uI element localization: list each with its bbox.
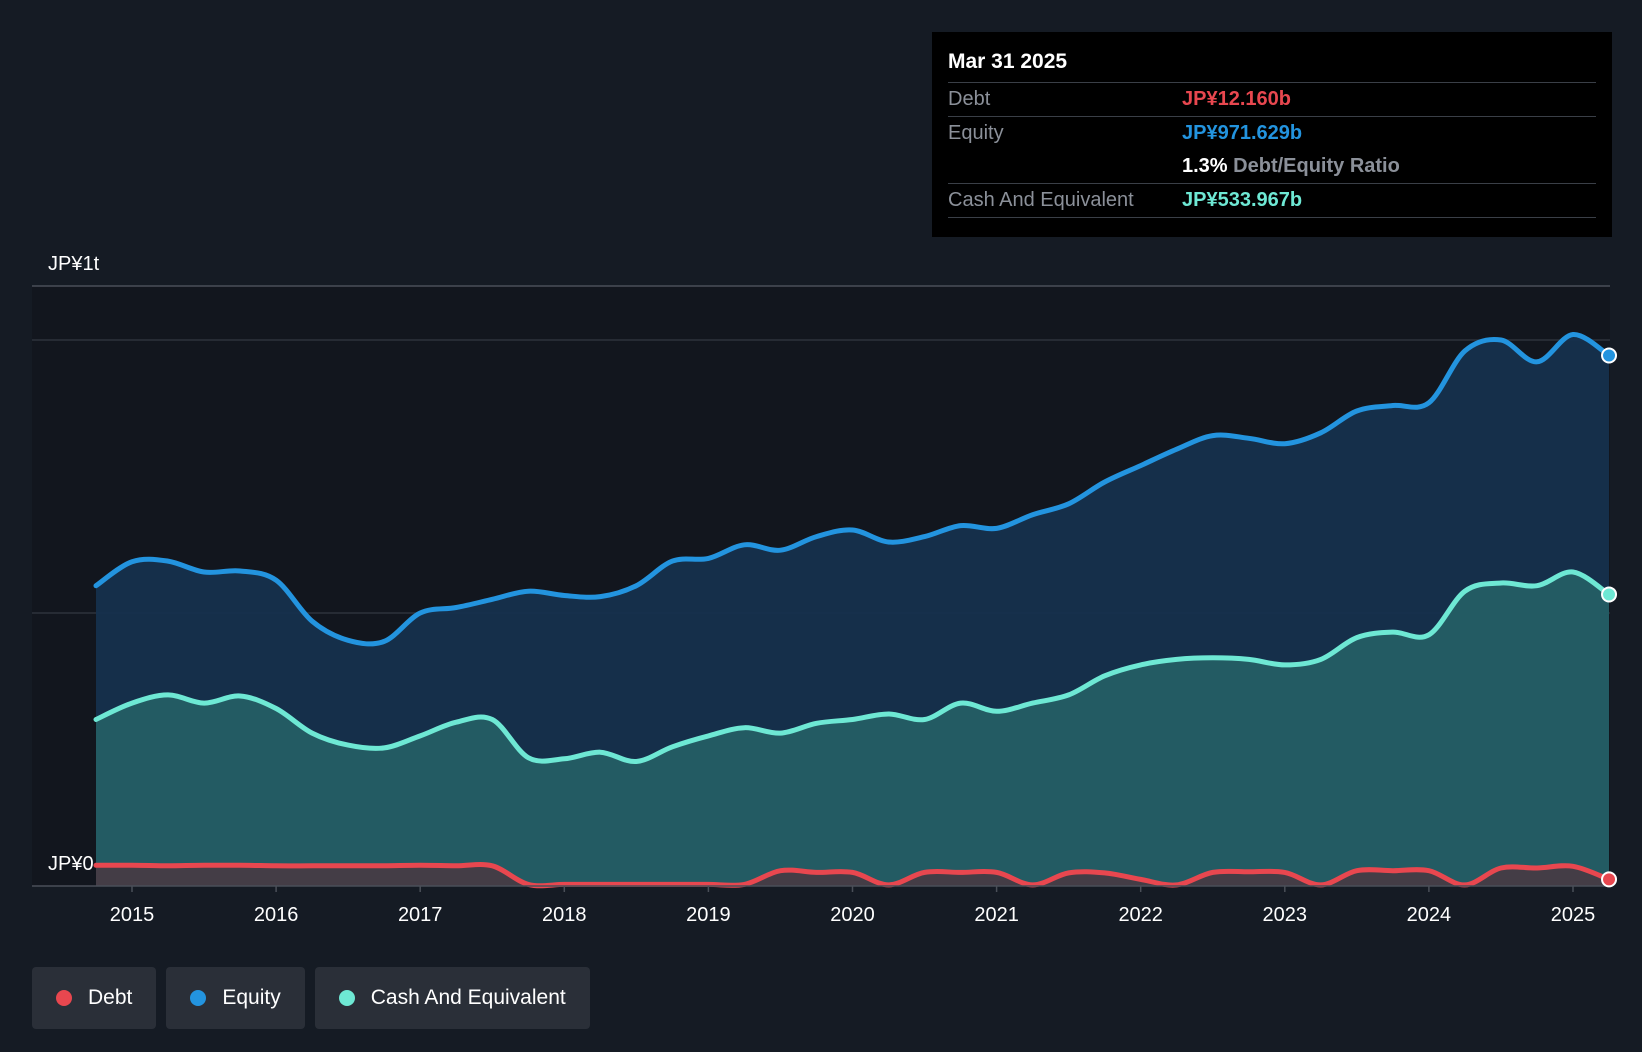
- legend-dot-cash-icon: [338, 990, 355, 1006]
- tooltip-equity-label: Equity: [948, 122, 1004, 144]
- x-tick-label-2020: 2020: [830, 904, 875, 926]
- x-tick-label-2016: 2016: [254, 904, 299, 926]
- endpoint-debt: [1601, 871, 1618, 888]
- legend-item-cash[interactable]: Cash And Equivalent: [314, 967, 590, 1029]
- tooltip-debt-label: Debt: [948, 88, 991, 110]
- line-equity: [93, 332, 1612, 647]
- x-tick-label-2019: 2019: [686, 904, 731, 926]
- x-tick-label-2022: 2022: [1118, 904, 1163, 926]
- endpoint-equity: [1601, 347, 1618, 364]
- legend-label-debt: Debt: [88, 986, 133, 1009]
- area-debt: [96, 864, 1609, 886]
- chart-legend: Debt Equity Cash And Equivalent: [32, 967, 590, 1029]
- x-axis-ticks: 2015 2016 2017 2018 2019 2020 2021 2022 2023 2024…: [110, 886, 1596, 926]
- tooltip-ratio-label: Debt/Equity Ratio: [1233, 155, 1400, 177]
- legend-dot-debt-icon: [56, 990, 72, 1006]
- tooltip-ratio-row: 1.3% Debt/Equity Ratio: [948, 150, 1596, 183]
- tooltip-cash-label: Cash And Equivalent: [948, 189, 1134, 211]
- x-tick-label-2023: 2023: [1263, 904, 1308, 926]
- legend-label-cash: Cash And Equivalent: [370, 986, 566, 1009]
- legend-item-equity[interactable]: Equity: [166, 967, 305, 1029]
- x-tick-label-2017: 2017: [398, 904, 443, 926]
- y-tick-label-top: JP¥1t: [48, 253, 100, 275]
- series-lines: [93, 332, 1612, 889]
- x-tick-label-2025: 2025: [1551, 904, 1596, 926]
- legend-label-equity: Equity: [222, 986, 281, 1009]
- legend-item-debt[interactable]: Debt: [32, 967, 157, 1029]
- tooltip-panel: Mar 31 2025 Debt JP¥12.160b Equity JP¥97…: [932, 32, 1612, 237]
- x-tick-label-2021: 2021: [974, 904, 1019, 926]
- tooltip-debt-row: Debt JP¥12.160b: [948, 82, 1596, 116]
- tooltip-cash-row: Cash And Equivalent JP¥533.967b: [948, 183, 1596, 218]
- area-cash-and-equivalent: [96, 571, 1609, 886]
- tooltip-equity-row: Equity JP¥971.629b: [948, 116, 1596, 150]
- y-tick-label-zero: JP¥0: [48, 853, 94, 875]
- series-endpoints: [1601, 347, 1618, 888]
- x-tick-label-2024: 2024: [1407, 904, 1452, 926]
- legend-dot-equity-icon: [190, 990, 207, 1006]
- line-cash-and-equivalent: [93, 569, 1612, 765]
- line-debt: [93, 861, 1612, 889]
- tooltip-ratio-value: 1.3%: [1182, 155, 1228, 177]
- tooltip-cash-value: JP¥533.967b: [1182, 189, 1303, 211]
- tooltip-equity-value: JP¥971.629b: [1182, 122, 1303, 144]
- x-tick-label-2018: 2018: [542, 904, 587, 926]
- endpoint-cash-and-equivalent: [1601, 586, 1618, 603]
- x-tick-label-2015: 2015: [110, 904, 155, 926]
- tooltip-date: Mar 31 2025: [948, 50, 1068, 73]
- tooltip-debt-value: JP¥12.160b: [1182, 88, 1291, 110]
- series-areas: [96, 334, 1609, 886]
- tooltip-ratio: 1.3% Debt/Equity Ratio: [1182, 150, 1400, 183]
